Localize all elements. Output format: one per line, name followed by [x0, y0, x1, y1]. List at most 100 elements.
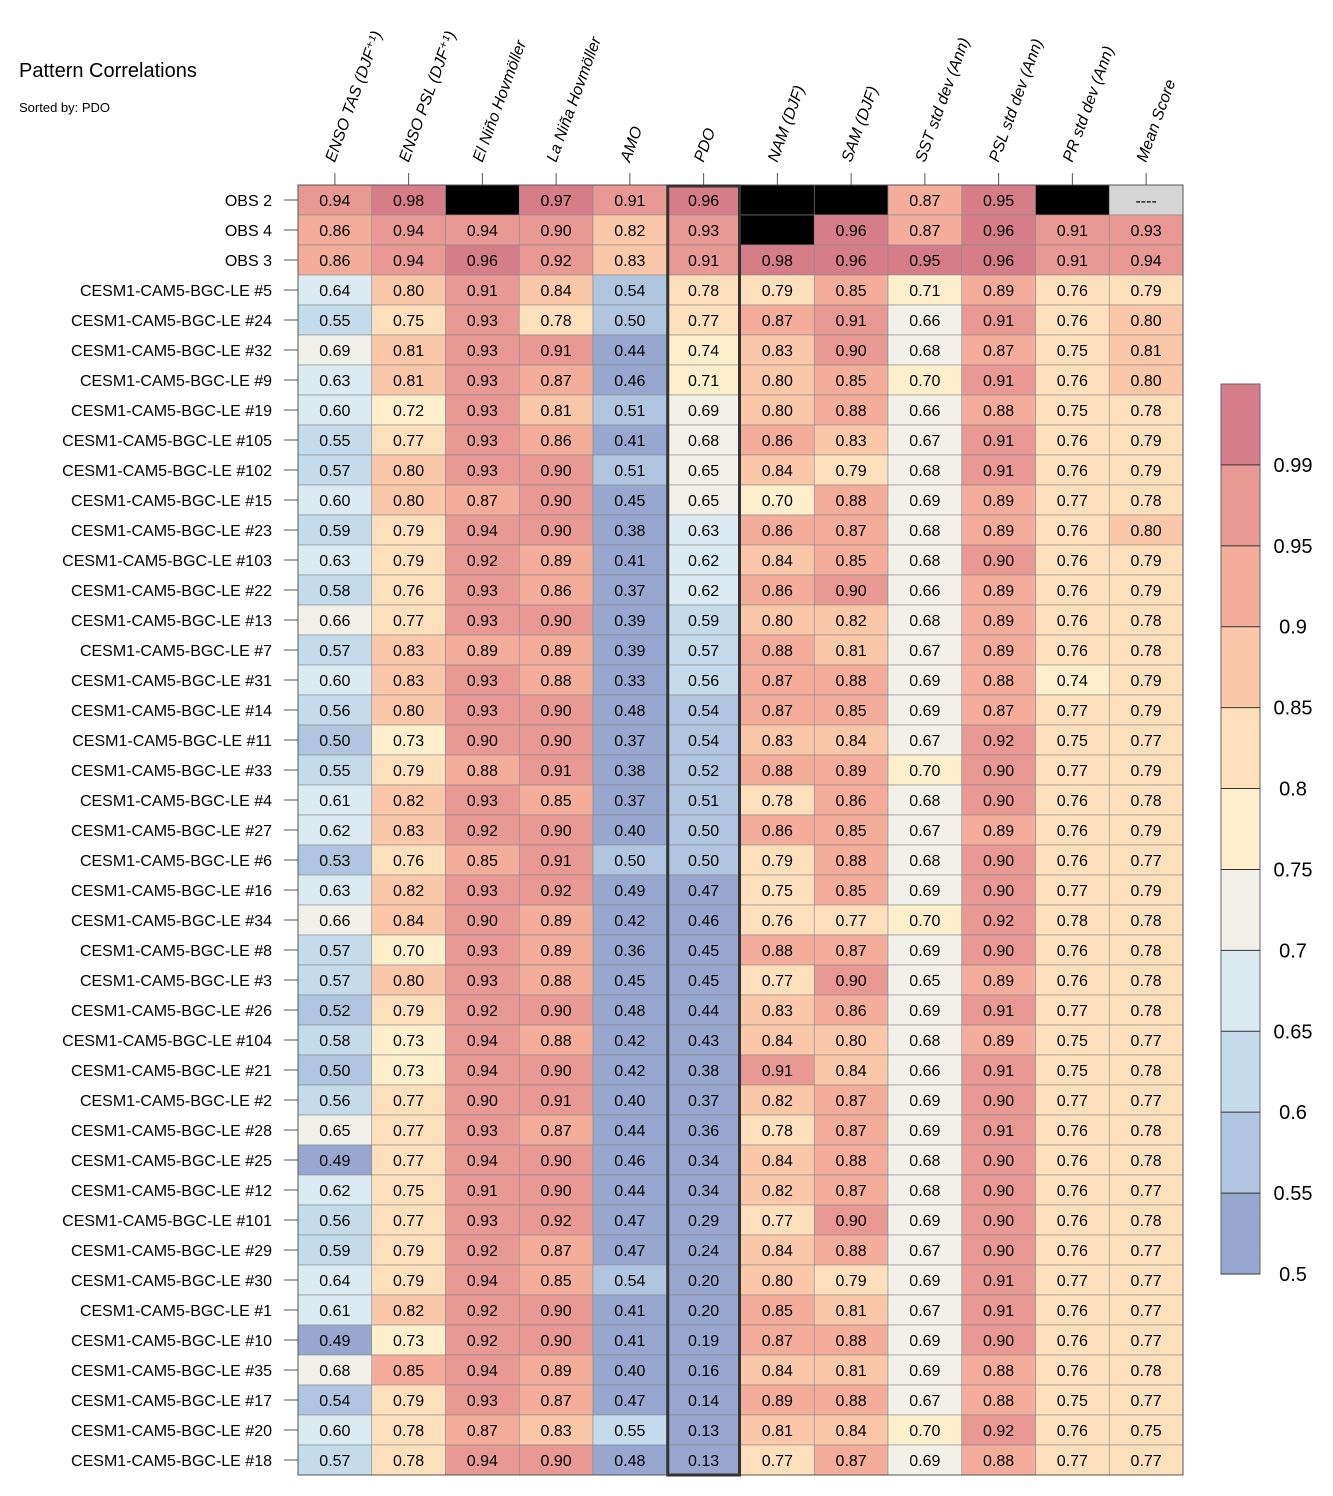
- cell-value: 0.91: [983, 433, 1014, 450]
- cell-value: 0.76: [1057, 1333, 1088, 1350]
- cell-value: 0.87: [836, 1183, 867, 1200]
- heatmap-cell: [666, 904, 741, 936]
- heatmap-cell: [445, 484, 520, 516]
- cell-value: 0.49: [319, 1333, 350, 1350]
- heatmap-cell: [371, 1294, 446, 1326]
- cell-value: 0.67: [909, 433, 940, 450]
- cell-value: 0.78: [1131, 1003, 1162, 1020]
- heatmap-cell: [518, 1114, 594, 1146]
- row-label: CESM1-CAM5-BGC-LE #24: [71, 313, 272, 330]
- cell-value: 0.74: [688, 343, 719, 360]
- heatmap-cell: [518, 274, 594, 306]
- heatmap-cell: [813, 364, 889, 396]
- row-label: OBS 3: [225, 253, 272, 270]
- cell-value: 0.76: [762, 913, 793, 930]
- heatmap-cell: [887, 454, 963, 486]
- heatmap-cell: [961, 814, 1036, 846]
- cell-value: 0.84: [762, 553, 793, 570]
- cell-value: 0.78: [1131, 403, 1162, 420]
- column-label: Mean Score: [1134, 77, 1180, 164]
- cell-value: 0.66: [909, 583, 940, 600]
- cell-value: 0.80: [393, 463, 424, 480]
- heatmap-cell: [740, 454, 815, 486]
- cell-value: 0.82: [762, 1093, 793, 1110]
- cell-value: 0.65: [909, 973, 940, 990]
- row-label: CESM1-CAM5-BGC-LE #15: [71, 493, 272, 510]
- cell-value: 0.83: [762, 1003, 793, 1020]
- heatmap-cell: [445, 724, 520, 756]
- heatmap-cell: [813, 1174, 889, 1206]
- cell-value: 0.50: [614, 853, 645, 870]
- heatmap-cell: [666, 244, 741, 276]
- cell-value: 0.94: [467, 523, 498, 540]
- cell-value: 0.81: [393, 373, 424, 390]
- heatmap-cell: [1035, 754, 1110, 786]
- cell-value: 0.93: [467, 793, 498, 810]
- heatmap-cell: [1035, 244, 1110, 276]
- colorbar-tick-label: 0.55: [1274, 1183, 1313, 1205]
- heatmap-cell: [1035, 1264, 1110, 1296]
- heatmap-cell: [1108, 1384, 1184, 1416]
- heatmap-cell: [887, 484, 963, 516]
- cell-value: 0.89: [541, 913, 572, 930]
- heatmap-cell: [887, 994, 963, 1026]
- cell-value: 0.66: [909, 1063, 940, 1080]
- cell-value: 0.79: [1131, 583, 1162, 600]
- colorbar-tick-label: 0.65: [1274, 1021, 1313, 1043]
- heatmap-cell: [592, 784, 668, 816]
- heatmap-cell: [1035, 634, 1110, 666]
- heatmap-cell: [1035, 454, 1110, 486]
- heatmap-cell: [740, 634, 815, 666]
- cell-value: 0.90: [541, 613, 572, 630]
- cell-value: 0.90: [541, 523, 572, 540]
- column-label: SST std dev (Ann): [913, 36, 974, 165]
- heatmap-cell: [813, 394, 889, 426]
- cell-value: 0.93: [467, 1123, 498, 1140]
- heatmap-cell: [813, 1114, 889, 1146]
- cell-value: 0.63: [319, 373, 350, 390]
- heatmap-cell: [1108, 994, 1184, 1026]
- heatmap-cell: [445, 424, 520, 456]
- cell-value: 0.86: [762, 523, 793, 540]
- cell-value: 0.92: [467, 1333, 498, 1350]
- heatmap-cell: [371, 1114, 446, 1146]
- cell-value: 0.73: [393, 1333, 424, 1350]
- cell-value: 0.88: [762, 943, 793, 960]
- heatmap-cell: [740, 1384, 815, 1416]
- heatmap-cell: [887, 724, 963, 756]
- cell-value: 0.90: [983, 1183, 1014, 1200]
- cell-value: 0.79: [1131, 763, 1162, 780]
- heatmap-cell: [813, 1024, 889, 1056]
- row-label: CESM1-CAM5-BGC-LE #30: [71, 1273, 272, 1290]
- cell-value: 0.91: [983, 1063, 1014, 1080]
- cell-value: 0.90: [541, 223, 572, 240]
- heatmap-cell: [961, 1354, 1036, 1386]
- heatmap-cell: [961, 994, 1036, 1026]
- heatmap-cell: [740, 1354, 815, 1386]
- cell-value: 0.91: [836, 313, 867, 330]
- heatmap-cell: [666, 574, 741, 606]
- cell-value: 0.98: [762, 253, 793, 270]
- cell-value: 0.69: [688, 403, 719, 420]
- cell-value: 0.76: [1057, 283, 1088, 300]
- row-label: CESM1-CAM5-BGC-LE #25: [71, 1153, 272, 1170]
- heatmap-cell: [445, 214, 520, 246]
- cell-value: 0.57: [319, 463, 350, 480]
- cell-value: 0.92: [467, 553, 498, 570]
- heatmap-cell: [666, 724, 741, 756]
- heatmap-cell: [813, 484, 889, 516]
- cell-value: 0.68: [319, 1363, 350, 1380]
- cell-value: 0.69: [909, 1333, 940, 1350]
- heatmap-cell: [1108, 364, 1184, 396]
- cell-value: 0.85: [836, 553, 867, 570]
- cell-value: 0.91: [983, 313, 1014, 330]
- cell-value: 0.63: [319, 553, 350, 570]
- heatmap-cell: [666, 514, 741, 546]
- cell-value: 0.78: [1057, 913, 1088, 930]
- cell-value: 0.79: [393, 1243, 424, 1260]
- cell-value: 0.42: [614, 1033, 645, 1050]
- cell-value: 0.88: [983, 1363, 1014, 1380]
- cell-value: 0.85: [467, 853, 498, 870]
- heatmap-cell: [1108, 424, 1184, 456]
- heatmap-cell: [297, 1024, 373, 1056]
